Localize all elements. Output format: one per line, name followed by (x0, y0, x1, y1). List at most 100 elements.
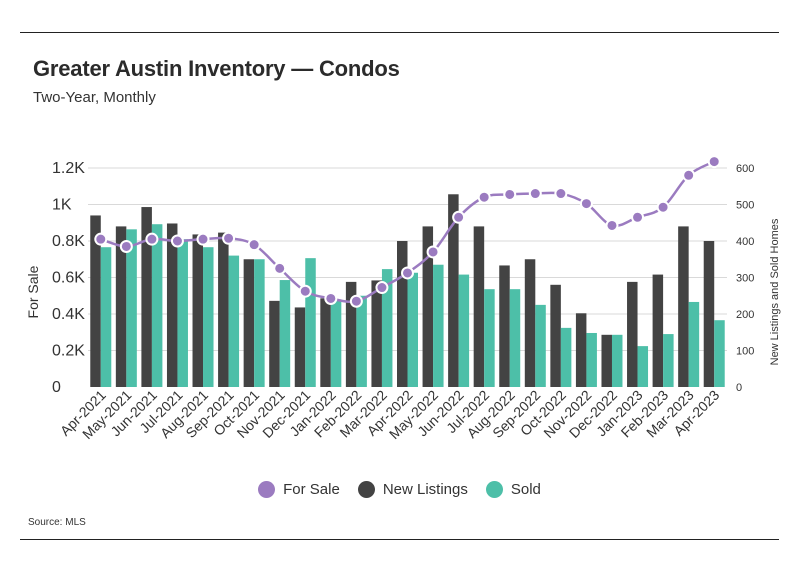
y-axis-right: 0 100 200 300 400 500 600 (736, 163, 754, 394)
bar-sold (688, 301, 700, 387)
for-sale-point (298, 284, 312, 298)
bar-new-listings (550, 284, 561, 387)
for-sale-point (324, 291, 338, 305)
legend-item-for-sale: For Sale (258, 481, 340, 498)
y2-tick-label: 300 (736, 273, 754, 285)
bar-new-listings (269, 300, 280, 387)
legend-label-for-sale: For Sale (283, 481, 340, 498)
bar-new-listings (678, 226, 689, 387)
legend-label-new-listings: New Listings (382, 481, 468, 498)
legend-swatch-new-listings (357, 481, 375, 498)
legend-swatch-sold (485, 481, 503, 498)
y-axis-label: For Sale (25, 265, 41, 318)
bar-new-listings (422, 226, 434, 387)
legend-swatch-for-sale (258, 481, 276, 498)
chart-subtitle: Two-Year, Monthly (33, 89, 156, 106)
bar-sold (586, 332, 597, 387)
bar-sold (151, 224, 163, 387)
for-sale-point (196, 232, 210, 246)
bar-new-listings (141, 207, 152, 387)
bottom-rule (20, 539, 779, 540)
bar-sold (330, 299, 342, 387)
bar-sold (126, 229, 137, 387)
bar-sold (509, 289, 521, 387)
for-sale-point (707, 155, 721, 169)
for-sale-point (682, 168, 696, 182)
bar-sold (560, 327, 572, 387)
bar-sold (484, 289, 495, 387)
bar-sold (177, 239, 188, 387)
legend-item-sold: Sold (485, 481, 541, 498)
for-sale-point (349, 294, 363, 308)
for-sale-line (94, 155, 721, 308)
y2-tick-label: 0 (736, 382, 742, 394)
bar-new-listings (371, 280, 382, 387)
y2-tick-label: 100 (736, 346, 754, 358)
y-tick-label: 0.2K (52, 343, 85, 360)
bar-sold (203, 247, 214, 387)
source-note: Source: MLS (28, 517, 86, 528)
bar-new-listings (627, 281, 638, 387)
bar-sold (611, 334, 623, 387)
bar-sold (535, 304, 546, 387)
y2-tick-label: 600 (736, 163, 754, 175)
bar-new-listings (243, 259, 255, 387)
y-tick-label: 1K (52, 197, 72, 214)
for-sale-point (145, 232, 159, 246)
y-tick-label: 0.8K (52, 233, 85, 250)
bar-new-listings (294, 307, 306, 387)
for-sale-point (247, 238, 261, 252)
bar-sold (433, 264, 444, 387)
bar-new-listings (192, 234, 204, 387)
bar-sold (305, 258, 316, 387)
bar-sold (279, 280, 291, 387)
bar-sold (228, 255, 240, 387)
for-sale-point (222, 231, 236, 245)
for-sale-point (170, 234, 184, 248)
y-tick-label: 0 (52, 379, 61, 396)
bar-new-listings (397, 241, 408, 387)
bar-new-listings (601, 334, 612, 387)
bar-sold (100, 247, 112, 387)
y2-tick-label: 200 (736, 309, 754, 321)
for-sale-point (656, 200, 670, 214)
bar-new-listings (652, 274, 664, 387)
bar-sold (381, 269, 393, 387)
legend: For Sale New Listings Sold (0, 481, 799, 498)
for-sale-point (605, 218, 619, 232)
bar-new-listings (524, 259, 536, 387)
legend-label-sold: Sold (510, 481, 541, 498)
bar-new-listings (166, 223, 178, 387)
y2-tick-label: 400 (736, 236, 754, 248)
y-tick-label: 1.2K (52, 160, 85, 177)
legend-item-new-listings: New Listings (357, 481, 468, 498)
y-tick-label: 0.6K (52, 270, 85, 287)
x-axis: Apr-2021May-2021Jun-2021Jul-2021Aug-2021… (57, 387, 723, 442)
bar-new-listings (345, 281, 357, 387)
y-tick-label: 0.4K (52, 306, 85, 323)
bar-sold (663, 334, 674, 387)
bar-sold (254, 259, 265, 387)
y-axis-left: 0 0.2K 0.4K 0.6K 0.8K 1K 1.2K (52, 160, 85, 396)
bar-new-listings (320, 298, 331, 387)
for-sale-point (631, 210, 645, 224)
bar-new-listings (703, 241, 715, 387)
for-sale-point (452, 210, 466, 224)
for-sale-point (375, 281, 389, 295)
for-sale-point (94, 232, 108, 246)
y2-axis-label: New Listings and Sold Homes (769, 218, 781, 365)
for-sale-point (119, 239, 133, 253)
bar-sold (356, 295, 367, 387)
for-sale-point (554, 187, 568, 201)
for-sale-point (579, 197, 593, 211)
for-sale-point (528, 187, 542, 201)
bar-new-listings (575, 313, 587, 387)
bar-new-listings (499, 265, 510, 387)
bar-new-listings (448, 194, 459, 387)
for-sale-point (503, 187, 517, 201)
for-sale-point (273, 261, 287, 275)
top-rule (20, 32, 779, 33)
bars (90, 194, 725, 387)
bar-new-listings (218, 232, 229, 387)
